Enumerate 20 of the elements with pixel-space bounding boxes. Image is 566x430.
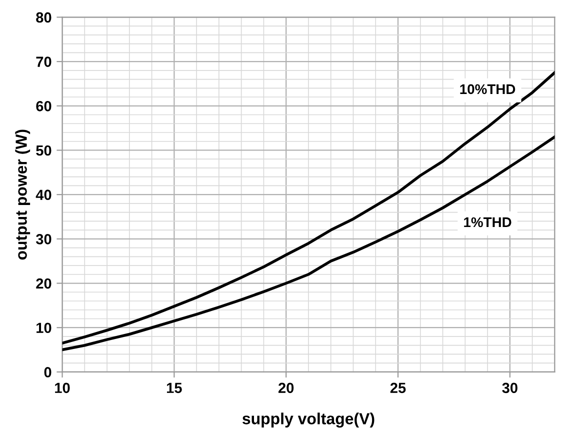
y-tick-label: 50 [36,145,52,156]
x-axis-title: supply voltage(V) [242,412,374,428]
y-tick-label: 60 [36,100,52,112]
x-tick-label: 20 [278,382,294,394]
x-tick-label: 15 [166,382,182,394]
line-series [62,136,555,352]
y-tick-label: 40 [36,190,52,200]
y-tick-label: 30 [36,234,52,244]
line-series [62,71,555,345]
y-tick-label: 0 [44,367,52,378]
x-tick-label: 10 [55,382,70,394]
series-label: 1%THD [464,217,512,228]
y-tick-label: 80 [36,12,52,23]
series-label: 10%THD [460,84,516,94]
y-tick-label: 70 [36,56,52,67]
x-tick-label: 30 [502,382,518,394]
y-axis-title: output power (W) [15,130,30,260]
y-tick-label: 10 [36,322,52,334]
x-tick-label: 25 [390,382,406,394]
y-tick-label: 20 [36,278,52,289]
